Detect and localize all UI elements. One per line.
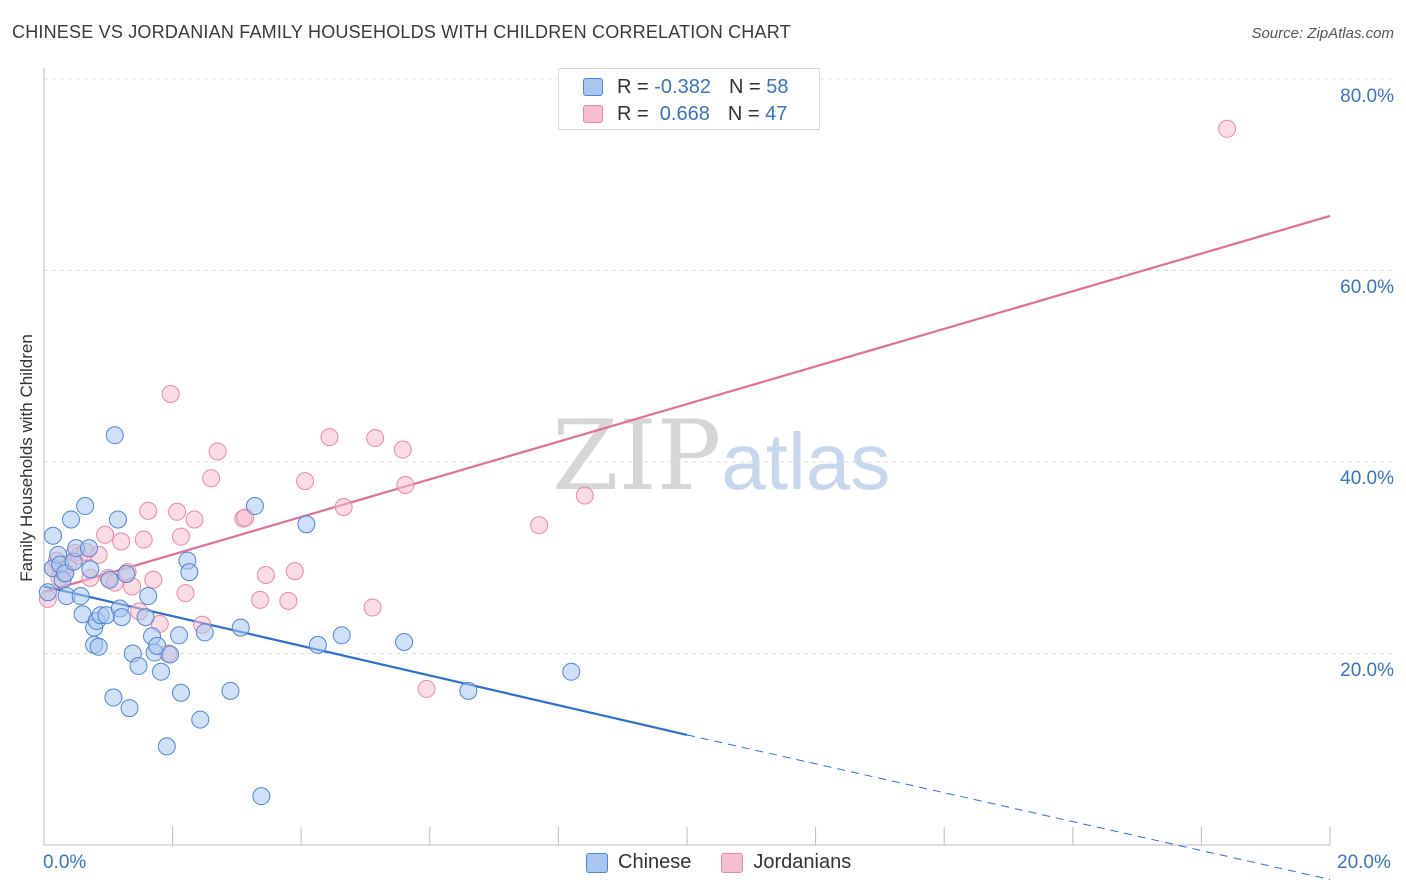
chinese-point [38,583,57,602]
chinese-point [104,688,123,707]
n-label: N = [727,102,760,125]
chinese-point [44,526,63,545]
chinese-point [308,635,327,654]
jordanian-point [279,591,298,610]
chinese-point [112,608,131,627]
chinese-point [136,608,155,627]
jordanian-point [396,475,415,494]
chinese-point [148,636,167,655]
n-value: 58 [766,75,789,98]
jordanian-point [256,565,275,584]
jordanian-point [176,584,195,603]
jordanian-trend-line [43,214,1331,594]
jordanian-point [171,527,190,546]
jordanian-point [112,532,131,551]
jordanian-point [366,429,385,448]
x-tick-label: 0.0% [43,852,87,873]
jordanian-point [236,508,255,527]
chinese-point [221,681,240,700]
legend-label-jordanians: Jordanians [753,851,852,873]
chinese-point [332,626,351,645]
legend-row-chinese: R = -0.382 N = 58 [583,74,788,100]
chinese-point [562,662,581,681]
jordanian-point [320,428,339,447]
r-label: R = [617,75,649,98]
legend-item-chinese[interactable]: Chinese [586,851,691,874]
jordanian-swatch [721,852,744,873]
chinese-point [139,587,158,606]
chinese-point [171,683,190,702]
chinese-point [81,560,100,579]
r-value: 0.668 [654,102,710,125]
jordanian-point [161,385,180,404]
legend-row-jordanians: R = 0.668 N = 47 [583,101,787,127]
jordanian-point [334,498,353,517]
y-tick-label: 80.0% [1340,86,1394,107]
chinese-point [180,563,199,582]
jordanian-point [417,679,436,698]
legend-item-jordanians[interactable]: Jordanians [721,851,851,874]
chinese-point [80,539,99,558]
chinese-point [108,510,127,529]
source-label: Source: ZipAtlas.com [1251,25,1394,42]
jordanian-point [575,486,594,505]
n-value: 47 [765,102,788,125]
jordanian-point [363,598,382,617]
n-label: N = [728,75,761,98]
r-label: R = [617,102,649,125]
chinese-point [117,565,136,584]
chinese-point [71,587,90,606]
jordanian-point [96,525,115,544]
chinese-point [161,645,180,664]
chinese-point [231,618,250,637]
y-tick-label: 60.0% [1340,277,1394,298]
chinese-point [459,681,478,700]
chinese-swatch [583,78,603,96]
jordanian-swatch [583,105,603,123]
jordanian-point [1218,119,1237,138]
jordanian-point [208,442,227,461]
jordanian-point [285,562,304,581]
legend-label-chinese: Chinese [618,851,692,873]
chinese-point [157,737,176,756]
chinese-trend-extension [686,734,1331,880]
chinese-point [195,623,214,642]
chinese-point [152,662,171,681]
jordanian-point [139,501,158,520]
jordanian-point [168,502,187,521]
chinese-swatch [586,852,608,873]
jordanian-point [393,440,412,459]
jordanian-point [134,530,153,549]
chinese-point [245,497,264,516]
chinese-point [120,699,139,718]
y-tick-label: 20.0% [1340,660,1394,681]
jordanian-point [530,516,549,535]
y-axis-title: Family Households with Children [17,334,36,582]
chinese-point [252,787,271,806]
chinese-point [129,656,148,675]
x-tick-label: 20.0% [1337,852,1391,873]
r-value: -0.382 [654,75,711,98]
chinese-point [297,515,316,534]
stats-legend: R = -0.382 N = 58 R = 0.668 N = 47 [558,68,820,130]
jordanian-point [144,570,163,589]
chinese-point [395,633,414,652]
jordanian-point [185,510,204,529]
series-legend: Chinese Jordanians [586,851,881,874]
chinese-point [191,710,210,729]
jordanian-point [296,472,315,491]
chart-title: CHINESE VS JORDANIAN FAMILY HOUSEHOLDS W… [12,22,791,42]
chinese-point [62,510,81,529]
chinese-point [76,497,95,516]
chinese-point [89,637,108,656]
chinese-point [170,626,189,645]
y-tick-label: 40.0% [1340,468,1394,489]
jordanian-point [251,590,270,609]
chinese-point [100,570,119,589]
jordanian-point [202,469,221,488]
chinese-point [105,426,124,445]
